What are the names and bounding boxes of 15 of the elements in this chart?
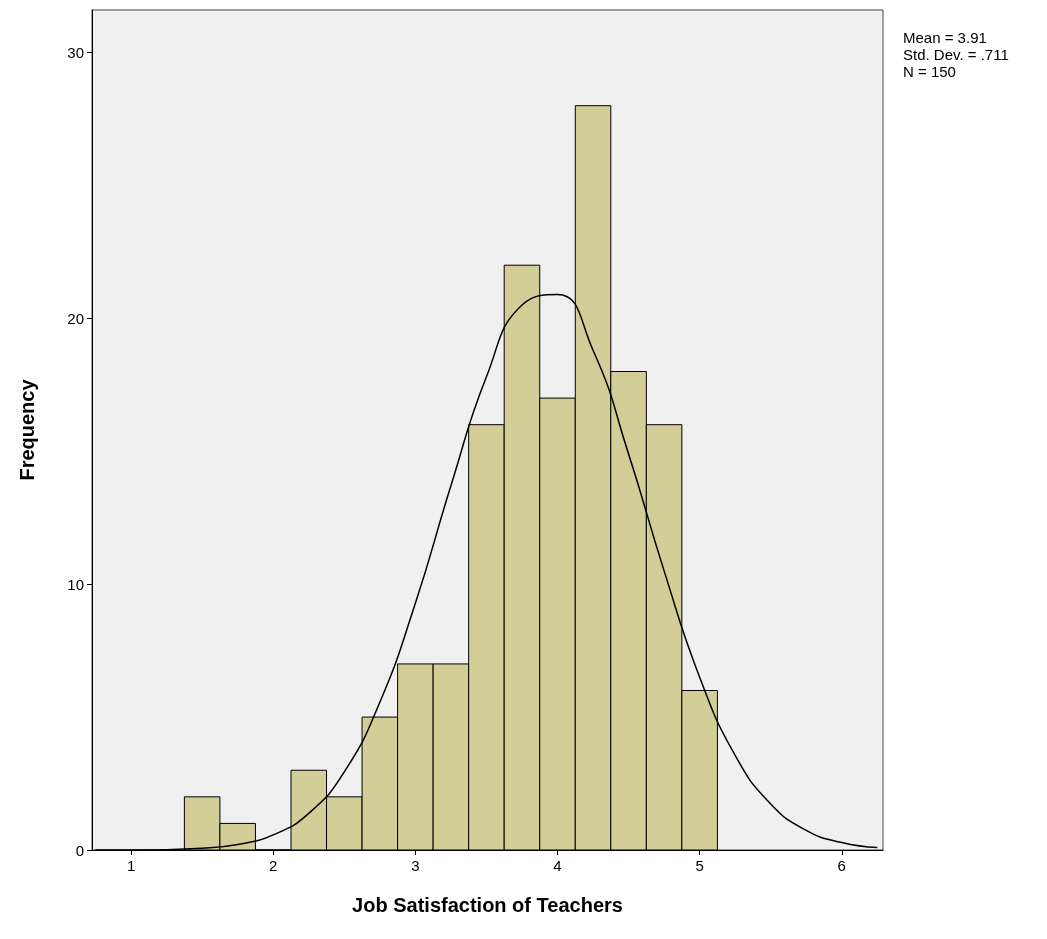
text: Mean = 3.91 — [903, 29, 987, 46]
x-tick-label: 6 — [837, 857, 846, 874]
x-tick-label: 1 — [126, 857, 136, 874]
x-tick-label: 5 — [695, 857, 704, 874]
x-tick-label: 2 — [269, 857, 278, 874]
y-tick-label: 10 — [67, 575, 84, 593]
text: N = 150 — [903, 63, 956, 80]
x-axis-title: Job Satisfaction of Teachers — [352, 894, 623, 916]
x-tick-label: 4 — [553, 857, 562, 874]
y-axis-title: Frequency — [16, 378, 38, 481]
x-tick-label: 3 — [411, 857, 420, 874]
y-tick-label: 30 — [67, 44, 84, 62]
y-tick-label: 0 — [75, 841, 84, 859]
y-tick-label: 20 — [67, 309, 84, 327]
text: Std. Dev. = .711 — [903, 46, 1009, 63]
